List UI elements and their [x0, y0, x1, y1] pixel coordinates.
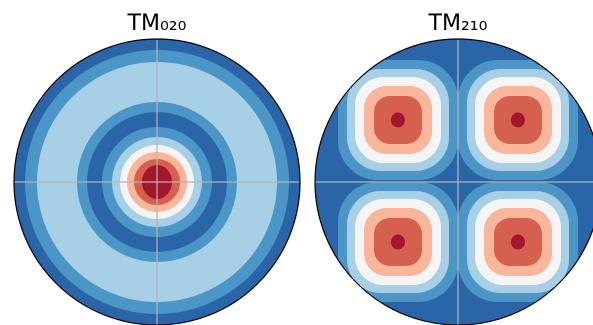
contour-level	[391, 234, 405, 250]
panel-title: TM₀₂₀	[127, 11, 187, 36]
contour-level	[511, 234, 525, 250]
panel-title: TM₂₁₀	[428, 11, 488, 36]
contour-level	[511, 112, 525, 128]
plot-boundary	[13, 38, 301, 325]
contour-plot	[315, 39, 593, 325]
plot-boundary	[314, 38, 593, 325]
contour-plot	[14, 39, 300, 325]
contour-level	[391, 112, 405, 128]
